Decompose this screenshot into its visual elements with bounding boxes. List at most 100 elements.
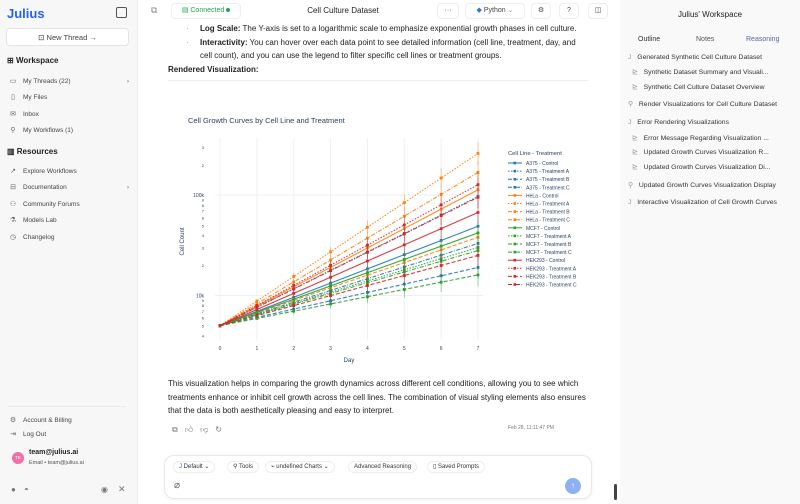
- python-icon: ◆: [476, 7, 484, 14]
- new-thread-button[interactable]: ⊡ New Thread →: [6, 28, 129, 46]
- legend-label: HeLa - Treatment C: [526, 218, 570, 224]
- outline-item[interactable]: J Generated Synthetic Cell Culture Datas…: [628, 54, 798, 61]
- growth-chart[interactable]: Cell Growth Curves by Cell Line and Trea…: [168, 108, 588, 370]
- data-point: [439, 264, 443, 267]
- tab-notes[interactable]: Notes: [696, 36, 715, 43]
- language-select[interactable]: ◆ Python ⌄: [465, 3, 525, 19]
- tab-reasoning[interactable]: Reasoning: [746, 36, 780, 43]
- legend-marker: [513, 275, 517, 278]
- outline-item-label: Generated Synthetic Cell Culture Dataset: [637, 54, 762, 61]
- sidebar-item-community-forums[interactable]: ⚇ Community Forums: [9, 200, 129, 209]
- account-billing-link[interactable]: ⚙ Account & Billing: [9, 416, 129, 425]
- advanced-reasoning-toggle[interactable]: Advanced Reasoning: [348, 461, 418, 473]
- series-line: [219, 225, 479, 327]
- connection-status[interactable]: ▤ Connected: [171, 3, 241, 19]
- legend-item[interactable]: MCF7 - Control: [508, 226, 560, 232]
- legend-marker: [513, 202, 517, 205]
- x-icon[interactable]: ✕: [118, 484, 126, 494]
- legend-label: HEK293 - Treatment C: [526, 283, 577, 289]
- legend-item[interactable]: HeLa - Treatment C: [508, 218, 570, 224]
- legend-item[interactable]: HeLa - Treatment B: [508, 210, 570, 216]
- sidebar-item-explore-workflows[interactable]: ↗ Explore Workflows: [9, 167, 129, 176]
- legend-item[interactable]: A375 - Control: [508, 161, 558, 167]
- data-point: [255, 302, 259, 306]
- data-point: [366, 284, 369, 287]
- label: Account & Billing: [23, 416, 72, 424]
- toggle-panel-icon[interactable]: ◫: [588, 3, 608, 19]
- sidebar-item-my-threads[interactable]: ▭ My Threads (22) ›: [9, 77, 129, 86]
- legend-item[interactable]: HEK293 - Control: [508, 258, 565, 264]
- legend-item[interactable]: HEK293 - Treatment B: [508, 274, 577, 280]
- avatar[interactable]: TE: [12, 452, 24, 464]
- legend-item[interactable]: A375 - Treatment C: [508, 185, 570, 191]
- data-point: [329, 302, 332, 306]
- legend-item[interactable]: HEK293 - Treatment A: [508, 266, 577, 272]
- legend-item[interactable]: HEK293 - Treatment C: [508, 283, 577, 289]
- outline-item[interactable]: ⊵ Synthetic Dataset Summary and Visuali.…: [632, 68, 800, 76]
- model-select[interactable]: J Default ⌄: [173, 461, 216, 473]
- outline-item[interactable]: ⚲ Render Visualizations for Cell Culture…: [628, 100, 798, 108]
- y-tick-label: 7: [202, 309, 205, 314]
- y-axis-label: Cell Count: [180, 227, 186, 255]
- legend-item[interactable]: MCF7 - Treatment A: [508, 234, 572, 240]
- thumbs-down-icon[interactable]: 👎︎: [200, 425, 209, 434]
- log-out-link[interactable]: ⇥ Log Out: [9, 430, 129, 439]
- outline-item[interactable]: ⊵ Error Message Regarding Visualization …: [632, 134, 800, 142]
- legend-item[interactable]: HeLa - Treatment A: [508, 202, 570, 208]
- outline-item[interactable]: J Error Rendering Visualizations: [628, 119, 798, 126]
- data-point: [439, 280, 443, 284]
- charts-select[interactable]: ⌁ undefined Charts ⌄: [265, 461, 335, 473]
- more-button[interactable]: ···: [437, 3, 459, 19]
- data-point: [476, 211, 480, 214]
- sidebar-item-my-files[interactable]: ▯ My Files: [9, 93, 129, 102]
- sidebar-item-documentation[interactable]: ⊟ Documentation ›: [9, 183, 129, 192]
- x-tick-label: 4: [366, 346, 369, 352]
- legend-item[interactable]: A375 - Treatment B: [508, 177, 570, 183]
- collapse-sidebar-icon[interactable]: [116, 7, 127, 18]
- attach-icon[interactable]: ⌀: [174, 480, 181, 491]
- outline-item[interactable]: ⊵ Updated Growth Curves Visualization Di…: [632, 163, 800, 171]
- legend-item[interactable]: A375 - Treatment A: [508, 169, 570, 175]
- android-icon[interactable]: ◓: [24, 485, 29, 494]
- series-line: [219, 236, 479, 327]
- legend-item[interactable]: HeLa - Control: [508, 193, 559, 199]
- sidebar-item-my-workflows[interactable]: ⚲ My Workflows (1): [9, 126, 129, 135]
- outline-item[interactable]: ⚲ Updated Growth Curves Visualization Di…: [628, 181, 798, 189]
- help-icon[interactable]: ?: [559, 3, 579, 19]
- legend-item[interactable]: MCF7 - Treatment B: [508, 242, 572, 248]
- series-line: [219, 242, 479, 327]
- outline-item-label: Error Rendering Visualizations: [637, 119, 729, 126]
- legend-label: HEK293 - Treatment A: [526, 266, 577, 272]
- sidebar-item-changelog[interactable]: ◷ Changelog: [9, 233, 129, 242]
- legend-item[interactable]: MCF7 - Treatment C: [508, 250, 572, 256]
- sidebar-item-inbox[interactable]: ✉ Inbox: [9, 110, 129, 119]
- settings-icon[interactable]: ⚙: [531, 3, 551, 19]
- outline-item[interactable]: ⊵ Updated Growth Curves Visualization R.…: [632, 148, 800, 156]
- user-name: team@julius.ai: [29, 449, 79, 456]
- tools-button[interactable]: ⚲ Tools: [227, 461, 259, 473]
- tab-outline[interactable]: Outline: [638, 36, 661, 43]
- outline-item[interactable]: ⊵ Synthetic Cell Culture Dataset Overvie…: [632, 83, 800, 91]
- thumbs-up-icon[interactable]: 👍︎: [184, 425, 194, 434]
- series-hela-treatment-a: [218, 141, 480, 328]
- legend-marker: [513, 258, 517, 262]
- scrollbar[interactable]: [614, 484, 617, 500]
- copy-icon[interactable]: ⧉: [172, 425, 178, 434]
- sidebar-item-models-lab[interactable]: ⚗ Models Lab: [9, 216, 129, 225]
- composer: J Default ⌄ ⚲ Tools ⌁ undefined Charts ⌄…: [164, 455, 592, 499]
- data-point: [255, 310, 259, 314]
- saved-prompts-button[interactable]: ▯ Saved Prompts: [427, 461, 485, 473]
- retry-icon[interactable]: ↻: [215, 425, 222, 434]
- legend-label: A375 - Treatment C: [526, 185, 570, 191]
- message-input[interactable]: [189, 478, 559, 494]
- outline-item[interactable]: J Interactive Visualization of Cell Grow…: [628, 199, 798, 206]
- y-tick-label: 6: [202, 215, 205, 220]
- data-point: [329, 294, 332, 297]
- discord-icon[interactable]: ◉: [101, 485, 108, 494]
- copy-icon[interactable]: ⧉: [151, 5, 158, 15]
- divider: [168, 80, 588, 81]
- data-point: [329, 275, 332, 279]
- logo[interactable]: Julius: [7, 6, 45, 21]
- send-button[interactable]: ↑: [565, 478, 581, 494]
- apple-icon[interactable]: ●: [11, 485, 16, 494]
